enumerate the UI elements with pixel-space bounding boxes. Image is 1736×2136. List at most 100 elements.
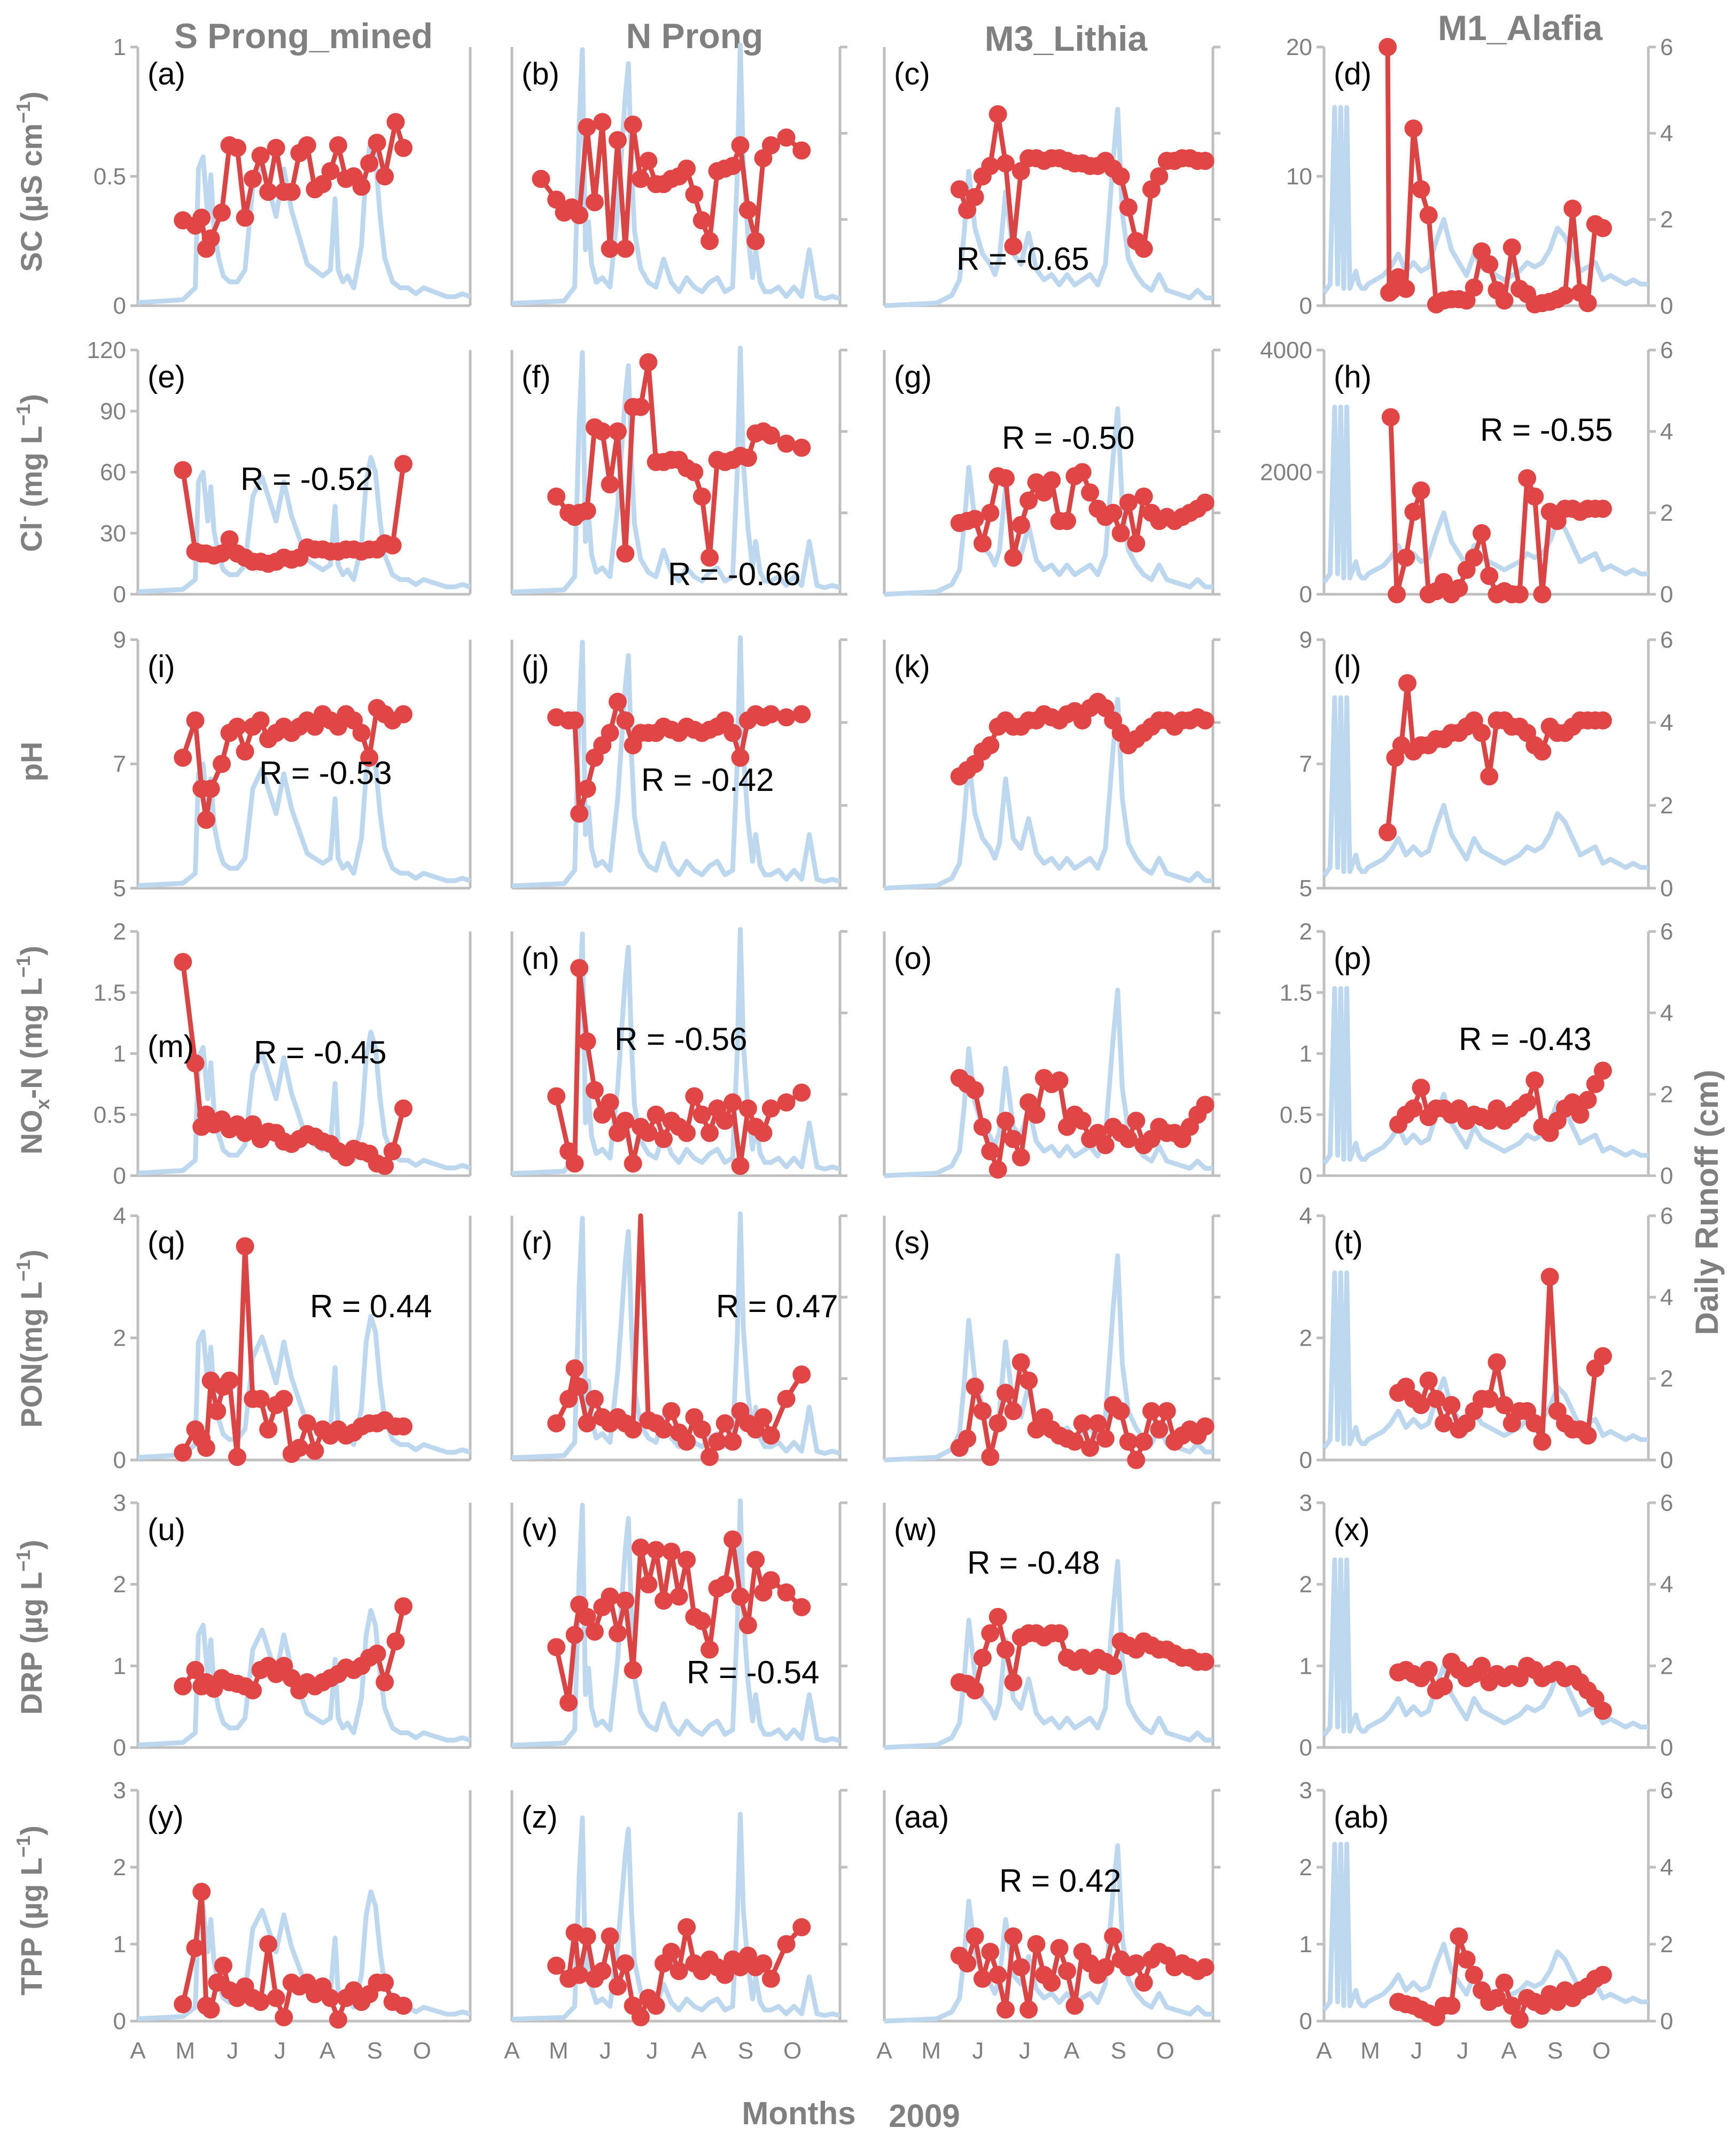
concentration-point-o xyxy=(1004,1130,1023,1148)
concentration-point-z xyxy=(670,1962,688,1980)
y-tick-label-e: 120 xyxy=(87,337,126,363)
concentration-point-f xyxy=(761,426,780,445)
concentration-point-a xyxy=(228,138,246,157)
concentration-point-a xyxy=(394,138,412,157)
concentration-point-j xyxy=(792,705,811,724)
y2-tick-label-h: 0 xyxy=(1660,581,1673,608)
y-tick-label-y: 0 xyxy=(113,2008,126,2034)
concentration-point-n xyxy=(547,1087,566,1106)
month-label-J-aa: J xyxy=(972,2038,984,2064)
concentration-point-v xyxy=(746,1550,765,1569)
concentration-point-s xyxy=(1127,1451,1146,1469)
month-label-S-y: S xyxy=(367,2038,383,2064)
r-value-label-aa: R = 0.42 xyxy=(999,1863,1122,1899)
month-label-A-ab: A xyxy=(1316,2038,1332,2064)
concentration-point-b xyxy=(792,141,811,160)
panel-letter-i: (i) xyxy=(147,649,175,684)
concentration-point-b xyxy=(678,159,696,178)
concentration-point-ab xyxy=(1465,1966,1483,1984)
y-tick-label-h: 0 xyxy=(1299,581,1312,608)
concentration-point-y xyxy=(394,1997,412,2015)
concentration-point-v xyxy=(738,1616,757,1634)
concentration-point-i xyxy=(352,724,371,742)
panel-letter-q: (q) xyxy=(147,1225,185,1260)
concentration-point-v xyxy=(655,1591,673,1610)
concentration-point-t xyxy=(1578,1426,1597,1445)
concentration-point-b xyxy=(700,232,719,250)
concentration-point-b xyxy=(616,239,635,258)
concentration-point-g xyxy=(973,534,992,553)
concentration-point-c xyxy=(950,180,969,199)
concentration-point-v xyxy=(692,1612,711,1630)
y-tick-label-t: 4 xyxy=(1299,1203,1312,1229)
concentration-point-r xyxy=(715,1414,734,1433)
y2-tick-label-t: 0 xyxy=(1660,1447,1673,1473)
concentration-point-z xyxy=(754,1954,773,1972)
concentration-point-l xyxy=(1593,711,1612,730)
concentration-point-s xyxy=(1065,1432,1084,1451)
concentration-point-j xyxy=(777,708,796,727)
row-label-drp: DRP (µg L−1) xyxy=(12,1540,48,1714)
concentration-point-j xyxy=(565,711,584,730)
row-label-cl-sup: −1 xyxy=(12,404,34,426)
concentration-point-a xyxy=(244,169,262,188)
runoff-line-x xyxy=(1322,1557,1648,1737)
concentration-point-i xyxy=(213,755,231,773)
y-tick-label-x: 3 xyxy=(1299,1490,1312,1516)
concentration-point-t xyxy=(1593,1347,1612,1365)
concentration-point-aa xyxy=(981,1943,1000,1961)
month-label-A-y: A xyxy=(130,2038,146,2064)
concentration-point-y xyxy=(321,1989,340,2007)
concentration-point-d xyxy=(1412,180,1430,199)
concentration-point-s xyxy=(1150,1420,1169,1439)
panel-letter-n: (n) xyxy=(521,941,559,976)
concentration-point-z xyxy=(547,1956,566,1975)
concentration-point-a xyxy=(192,208,211,227)
concentration-point-b xyxy=(585,193,604,212)
concentration-point-z xyxy=(601,1927,619,1946)
concentration-point-m xyxy=(174,953,192,972)
y-tick-label-ab: 3 xyxy=(1299,1777,1312,1804)
concentration-point-z xyxy=(616,1954,635,1972)
concentration-point-g xyxy=(1058,511,1076,530)
concentration-point-o xyxy=(1119,1130,1138,1148)
y-tick-label-ab: 2 xyxy=(1299,1854,1312,1881)
concentration-point-a xyxy=(267,138,285,157)
row-label-tpp-sup: −1 xyxy=(12,1836,34,1858)
concentration-point-g xyxy=(1019,491,1038,510)
concentration-point-n xyxy=(777,1093,796,1112)
y-tick-label-m: 0 xyxy=(113,1163,126,1189)
concentration-point-d xyxy=(1379,38,1397,56)
concentration-point-v xyxy=(639,1575,658,1594)
concentration-point-t xyxy=(1480,1389,1499,1408)
concentration-point-b xyxy=(731,136,750,154)
concentration-point-o xyxy=(1196,1096,1215,1114)
concentration-point-h xyxy=(1388,585,1406,603)
row-label-sc-main: SC (µS cm xyxy=(14,123,48,272)
y-tick-label-a: 1 xyxy=(113,34,126,60)
concentration-point-g xyxy=(1042,471,1061,490)
row-label-cl-end: ) xyxy=(14,394,48,404)
concentration-point-r xyxy=(700,1448,719,1466)
concentration-point-d xyxy=(1563,199,1582,218)
concentration-point-p xyxy=(1525,1071,1544,1090)
concentration-point-ab xyxy=(1457,1950,1476,1969)
concentration-point-u xyxy=(174,1677,192,1696)
concentration-point-o xyxy=(1127,1112,1146,1130)
concentration-point-d xyxy=(1404,119,1423,138)
r-value-label-m: R = -0.45 xyxy=(254,1035,386,1070)
concentration-point-d xyxy=(1397,279,1415,298)
panel-z: A M J J A S O (z) xyxy=(504,1789,847,2064)
y-tick-label-i: 9 xyxy=(113,627,126,653)
concentration-point-u xyxy=(376,1673,394,1691)
month-label-A-aa: A xyxy=(1064,2038,1080,2064)
column-title-m3-lithia: M3_Lithia xyxy=(985,19,1148,58)
y2-tick-label-l: 2 xyxy=(1660,793,1673,819)
y2-tick-label-d: 2 xyxy=(1660,207,1673,233)
concentration-point-r xyxy=(624,1420,642,1439)
concentration-point-p xyxy=(1404,1099,1423,1118)
row-label-drp-sup: −1 xyxy=(12,1550,34,1572)
concentration-point-b xyxy=(761,136,780,154)
concentration-point-d xyxy=(1578,294,1597,313)
row-label-nox: NOx-N (mg L−1) xyxy=(12,946,53,1155)
